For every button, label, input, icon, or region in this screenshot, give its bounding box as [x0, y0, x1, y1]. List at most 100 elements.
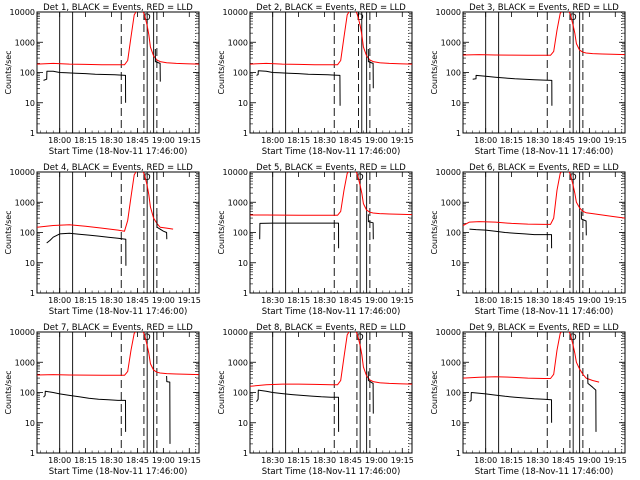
y-tick-label: 1	[243, 289, 248, 298]
y-tick-label: 1000	[228, 198, 248, 207]
x-tick-label: 18:45	[339, 456, 362, 465]
panel-title: Det 5, BLACK = Events, RED = LLD	[256, 163, 406, 173]
marker-label: D	[144, 173, 151, 183]
x-tick-label: 18:00	[474, 136, 497, 145]
x-tick-label: 19:00	[152, 456, 175, 465]
lld-rate-line	[37, 12, 199, 66]
y-axis-label: Counts/sec	[430, 370, 439, 414]
x-tick-label: 18:30	[526, 136, 549, 145]
series-group	[250, 12, 412, 106]
event-rate-line	[367, 371, 374, 414]
y-tick-label: 1000	[228, 358, 248, 367]
plot-frame	[462, 11, 626, 134]
y-tick-label: 1	[456, 289, 461, 298]
series-group	[463, 12, 625, 106]
panel-title: Det 9, BLACK = Events, RED = LLD	[469, 323, 619, 333]
event-rate-line	[154, 48, 161, 82]
y-tick-label: 100	[446, 69, 461, 78]
event-rate-line	[587, 374, 597, 432]
y-axis-label: Counts/sec	[430, 210, 439, 254]
event-rate-line	[469, 392, 553, 423]
plot-frame	[36, 331, 200, 454]
y-axis-label: Counts/sec	[217, 210, 226, 254]
marker-label: D	[357, 13, 364, 23]
y-tick-label: 100	[446, 389, 461, 398]
event-rate-line	[256, 70, 341, 106]
series-group	[37, 332, 199, 444]
panel-title: Det 4, BLACK = Events, RED = LLD	[43, 163, 193, 173]
x-tick-label: 18:30	[526, 456, 549, 465]
series-group	[37, 12, 199, 103]
y-axis-label: Counts/sec	[4, 50, 13, 94]
panel-title: Det 2, BLACK = Events, RED = LLD	[256, 3, 406, 13]
y-tick-label: 100	[20, 229, 35, 238]
y-tick-label: 100	[233, 389, 248, 398]
x-tick-label: 19:15	[178, 296, 201, 305]
y-axis-label: Counts/sec	[4, 370, 13, 414]
y-tick-label: 100	[446, 229, 461, 238]
marker-label: D	[570, 333, 577, 343]
x-axis-label: Start Time (18-Nov-11 17:46:00)	[262, 147, 401, 157]
y-tick-label: 10	[238, 419, 248, 428]
x-tick-label: 18:15	[74, 456, 97, 465]
panel-title: Det 7, BLACK = Events, RED = LLD	[43, 323, 193, 333]
y-tick-label: 1	[30, 449, 35, 458]
x-tick-label: 18:00	[48, 456, 71, 465]
event-markers	[59, 172, 197, 293]
x-tick-label: 19:15	[391, 136, 414, 145]
x-tick-label: 19:15	[604, 136, 627, 145]
lld-rate-line	[463, 12, 625, 56]
event-markers	[485, 172, 623, 293]
detector-panel: 1 10 100 1000 10000 18:00 18:15 18:30 18:45 19:00…	[217, 3, 414, 157]
x-tick-label: 18:45	[126, 136, 149, 145]
marker-label: D	[144, 333, 151, 343]
lld-rate-line	[37, 332, 199, 376]
x-tick-label: 18:45	[552, 296, 575, 305]
y-tick-label: 10000	[10, 328, 35, 337]
event-markers	[272, 172, 410, 293]
plot-frame	[462, 171, 626, 294]
x-tick-label: 18:30	[526, 296, 549, 305]
y-tick-label: 10	[451, 259, 461, 268]
y-tick-label: 10000	[223, 168, 248, 177]
detector-panel: 1 10 100 1000 10000 18:00 18:15 18:30 18:45 19:00…	[4, 163, 201, 317]
x-tick-label: 18:30	[261, 456, 284, 465]
x-tick-label: 19:00	[152, 296, 175, 305]
x-tick-label: 18:00	[261, 136, 284, 145]
marker-label: D	[357, 333, 364, 343]
y-tick-label: 10000	[436, 8, 461, 17]
detector-panel: 1 10 100 1000 10000 18:00 18:15 18:30 18:45 19:00…	[430, 163, 627, 317]
event-markers	[485, 12, 623, 133]
x-axis-label: Start Time (18-Nov-11 17:46:00)	[49, 307, 188, 317]
event-rate-line	[580, 211, 587, 236]
x-tick-label: 19:15	[604, 296, 627, 305]
x-tick-label: 19:00	[578, 296, 601, 305]
y-tick-label: 10	[238, 259, 248, 268]
event-markers	[272, 12, 410, 133]
event-markers	[272, 332, 410, 453]
event-rate-line	[256, 389, 340, 432]
lld-rate-line	[37, 172, 174, 232]
y-tick-label: 1	[243, 449, 248, 458]
x-tick-label: 18:45	[126, 296, 149, 305]
y-tick-label: 10000	[223, 328, 248, 337]
marker-label: D	[357, 173, 364, 183]
x-tick-label: 18:15	[500, 136, 523, 145]
panel-title: Det 6, BLACK = Events, RED = LLD	[469, 163, 619, 173]
y-tick-label: 10	[451, 99, 461, 108]
event-rate-line	[46, 232, 127, 266]
x-axis-label: Start Time (18-Nov-11 17:46:00)	[262, 307, 401, 317]
x-tick-label: 18:45	[126, 456, 149, 465]
detector-panel: 1 10 100 1000 10000 18:00 18:15 18:30 18:45 19:00…	[4, 3, 201, 157]
x-tick-label: 18:45	[552, 136, 575, 145]
x-axis-label: Start Time (18-Nov-11 17:46:00)	[49, 147, 188, 157]
y-tick-label: 100	[20, 389, 35, 398]
x-tick-label: 18:45	[339, 296, 362, 305]
x-axis-label: Start Time (18-Nov-11 17:46:00)	[475, 307, 614, 317]
detector-panel: 1 10 100 1000 10000 18:00 18:15 18:30 18:45 19:00…	[4, 323, 201, 477]
y-tick-label: 1	[30, 289, 35, 298]
y-tick-label: 1000	[441, 198, 461, 207]
panel-title: Det 8, BLACK = Events, RED = LLD	[256, 323, 406, 333]
series-group	[250, 172, 412, 249]
